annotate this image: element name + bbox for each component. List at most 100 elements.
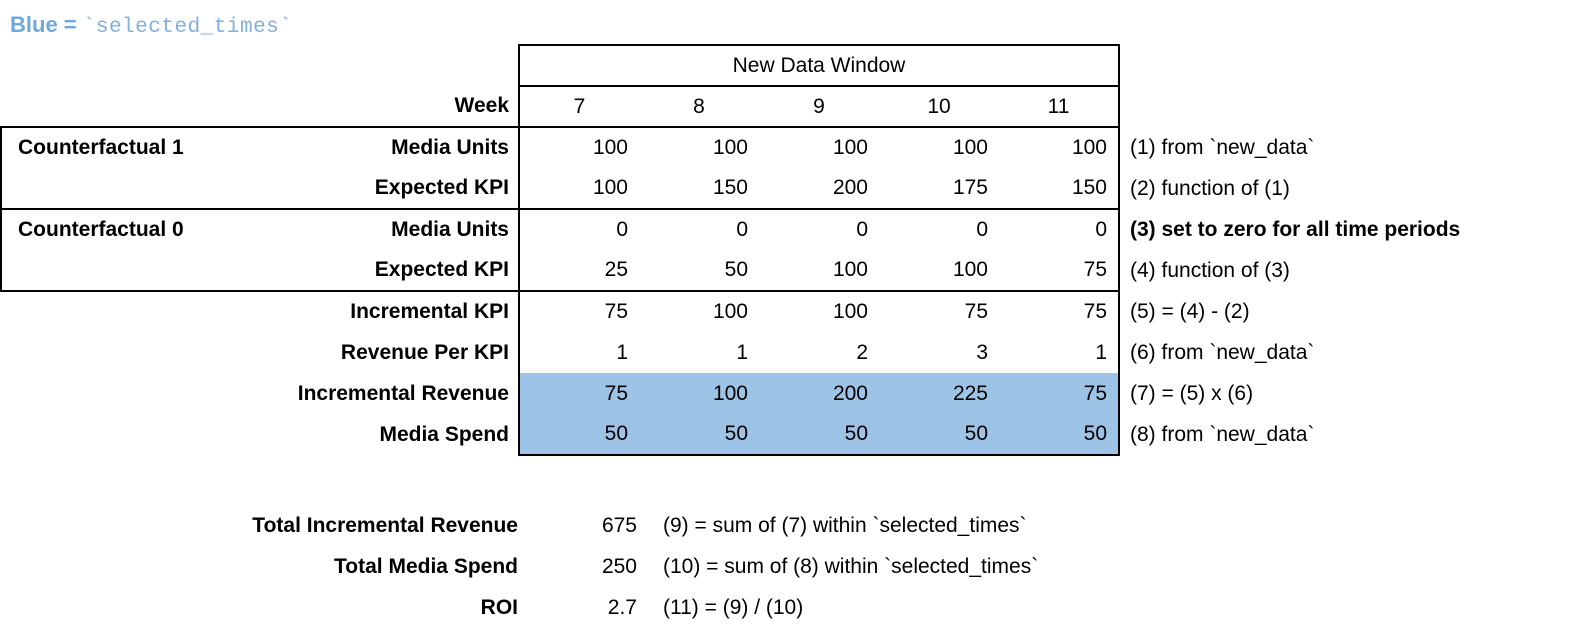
cell-incremental-kpi-w11: 75 [999,290,1120,332]
spacer-cell [1119,45,1579,86]
note-5: (5) = (4) - (2) [1130,299,1250,323]
legend: Blue = `selected_times` [10,14,293,39]
table-row: Incremental KPI 75 100 100 75 75 (5) = (… [1,290,1579,332]
cell-cf1-expected-kpi-w11: 150 [999,168,1120,209]
table-row: Counterfactual 1 Media Units 100 100 100… [0,126,1579,168]
spacer-cell [1,45,216,86]
row-label-incremental-revenue: Incremental Revenue [297,381,509,405]
summary-label-total-incremental-revenue: Total Incremental Revenue [252,513,518,537]
group-label-empty [0,168,216,209]
cell-media-spend-w10: 50 [879,414,999,456]
row-label-media-spend: Media Spend [379,422,509,446]
week-label: Week [454,94,509,117]
cell-media-spend-w11: 50 [999,414,1120,456]
cell-cf0-media-units-w8: 0 [639,208,759,250]
group-label-counterfactual-1: Counterfactual 1 [0,126,216,168]
row-label-media-units: Media Units [216,208,520,250]
week-header-8: 8 [639,86,759,128]
group-label-empty [0,250,216,292]
cell-cf0-media-units-w11: 0 [999,208,1120,250]
table-row: Media Spend 50 50 50 50 50 (8) from `new… [1,414,1579,456]
group-label-empty [1,414,216,455]
cell-revenue-per-kpi-w11: 1 [999,332,1120,373]
week-header-10: 10 [879,86,999,128]
row-label-media-units: Media Units [216,126,520,168]
table-header-span-row: New Data Window [1,44,1579,87]
cell-incremental-revenue-w11: 75 [999,373,1120,414]
summary-row: ROI 2.7 (11) = (9) / (10) [0,587,1038,628]
note-4: (4) function of (3) [1130,258,1290,282]
summary-row: Total Incremental Revenue 675 (9) = sum … [0,505,1038,546]
table-header-week-row: Week 7 8 9 10 11 [1,86,1579,128]
table-row: Revenue Per KPI 1 1 2 3 1 (6) from `new_… [1,332,1579,373]
cell-cf0-expected-kpi-w10: 100 [952,258,988,281]
cell-incremental-kpi-w10: 75 [879,290,999,332]
cell-incremental-revenue-w9: 200 [759,373,879,414]
group-label-counterfactual-0: Counterfactual 0 [0,208,216,250]
cell-media-spend-w9: 50 [759,414,879,456]
summary-value-roi: 2.7 [607,595,637,619]
summary-value-total-media-spend: 250 [601,554,637,578]
row-label-revenue-per-kpi: Revenue Per KPI [340,340,509,364]
cell-cf1-expected-kpi-w7: 100 [518,168,639,209]
cell-cf1-media-units-w9: 100 [832,136,868,159]
summary-value-total-incremental-revenue: 675 [601,513,637,537]
cell-incremental-kpi-w9: 100 [759,290,879,332]
cell-revenue-per-kpi-w10: 3 [976,340,988,364]
cell-cf0-expected-kpi-w9: 100 [832,258,868,281]
cell-media-spend-w7: 50 [518,414,639,456]
summary-container: Total Incremental Revenue 675 (9) = sum … [0,505,1038,628]
note-6: (6) from `new_data` [1130,340,1315,364]
table-row: Expected KPI 100 150 200 175 150 (2) fun… [0,168,1579,209]
summary-label-roi: ROI [480,595,518,619]
cell-revenue-per-kpi-w9: 2 [856,340,868,364]
cell-cf1-media-units-w11: 100 [999,127,1120,168]
table-row: Incremental Revenue 75 100 200 225 75 (7… [1,373,1579,414]
row-label-incremental-kpi: Incremental KPI [350,300,509,323]
data-table-container: New Data Window Week 7 8 9 10 11 Counter… [0,44,1588,456]
group-label-empty [1,332,216,373]
week-header-7: 7 [518,86,639,128]
cell-cf0-expected-kpi-w8: 50 [724,258,748,281]
counterfactual-table: New Data Window Week 7 8 9 10 11 Counter… [0,44,1580,456]
span-header-new-data-window: New Data Window [518,44,1120,87]
group-label-empty [1,291,216,332]
legend-code: `selected_times` [82,16,293,39]
cell-cf1-media-units-w7: 100 [518,127,639,168]
cell-cf0-media-units-w9: 0 [759,208,879,250]
cell-cf1-expected-kpi-w10: 175 [952,176,988,199]
cell-revenue-per-kpi-w7: 1 [518,332,639,373]
week-header-9: 9 [759,86,879,128]
summary-table: Total Incremental Revenue 675 (9) = sum … [0,505,1038,628]
note-3: (3) set to zero for all time periods [1130,217,1461,241]
cell-incremental-kpi-w7: 75 [518,290,639,332]
cell-media-spend-w8: 50 [639,414,759,456]
week-header-11: 11 [999,86,1120,128]
note-2: (2) function of (1) [1130,176,1290,200]
cell-incremental-revenue-w7: 75 [518,373,639,414]
table-row: Counterfactual 0 Media Units 0 0 0 0 0 (… [0,208,1579,250]
cell-incremental-revenue-w10: 225 [879,373,999,414]
cell-cf0-media-units-w7: 0 [518,208,639,250]
summary-note-10: (10) = sum of (8) within `selected_times… [663,554,1039,578]
summary-note-11: (11) = (9) / (10) [663,595,804,619]
note-8: (8) from `new_data` [1130,422,1315,446]
note-1: (1) from `new_data` [1130,135,1315,159]
summary-label-total-media-spend: Total Media Spend [334,554,518,578]
cell-cf0-media-units-w10: 0 [879,208,999,250]
cell-cf1-expected-kpi-w8: 150 [712,176,748,199]
table-row: Expected KPI 25 50 100 100 75 (4) functi… [0,250,1579,292]
group-label-empty [1,373,216,414]
row-label-expected-kpi: Expected KPI [216,168,520,209]
cell-cf1-expected-kpi-w9: 200 [832,176,868,199]
summary-row: Total Media Spend 250 (10) = sum of (8) … [0,546,1038,587]
spacer-cell [216,45,519,86]
cell-cf1-media-units-w8: 100 [712,136,748,159]
note-7: (7) = (5) x (6) [1130,381,1254,405]
cell-incremental-kpi-w8: 100 [639,290,759,332]
cell-cf0-expected-kpi-w7: 25 [518,250,639,291]
cell-incremental-revenue-w8: 100 [639,373,759,414]
cell-cf0-expected-kpi-w11: 75 [999,250,1120,291]
spacer-cell [1,86,216,127]
spacer-cell [1119,86,1579,127]
